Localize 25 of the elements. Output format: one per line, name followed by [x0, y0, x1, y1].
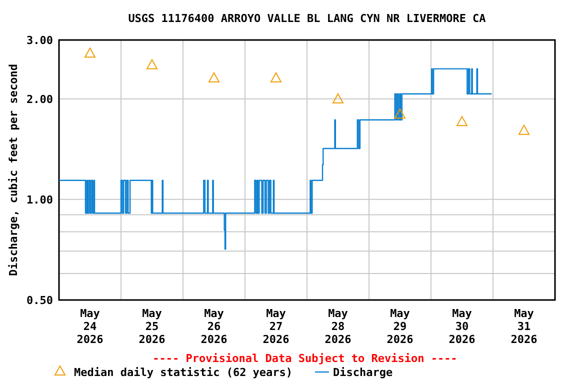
y-tick-label: 0.50: [26, 294, 53, 307]
legend-label: Discharge: [333, 366, 393, 379]
x-tick-label: May 29 2026: [386, 307, 414, 346]
y-axis-title: Discharge, cubic feet per second: [7, 64, 20, 276]
text: ---- Provisional Data Subject to Revision ----: [152, 352, 458, 365]
x-tick-label: May 27 2026: [262, 307, 290, 346]
point: [518, 124, 530, 135]
y-tick-label: 3.00: [26, 34, 53, 47]
point: [456, 116, 468, 126]
point: [270, 72, 282, 82]
y-tick-label: 1.00: [26, 193, 53, 206]
legend-label: Median daily statistic (62 years): [74, 366, 293, 379]
x-tick-label: May 30 2026: [448, 307, 476, 346]
y-tick-label: 2.00: [26, 92, 53, 106]
point: [208, 72, 220, 82]
x-tick-label: May 24 2026: [76, 307, 104, 346]
x-tick-label: May 28 2026: [324, 307, 352, 346]
x-tick-label: May 26 2026: [200, 307, 228, 346]
x-tick-label: May 25 2026: [138, 307, 166, 346]
chart-title: USGS 11176400 ARROYO VALLE BL LANG CYN NR LIVERMORE CA: [128, 12, 486, 25]
point: [332, 93, 344, 104]
point: [84, 48, 96, 58]
point: [394, 108, 406, 119]
point: [146, 59, 158, 70]
x-tick-label: May 31 2026: [510, 307, 538, 346]
